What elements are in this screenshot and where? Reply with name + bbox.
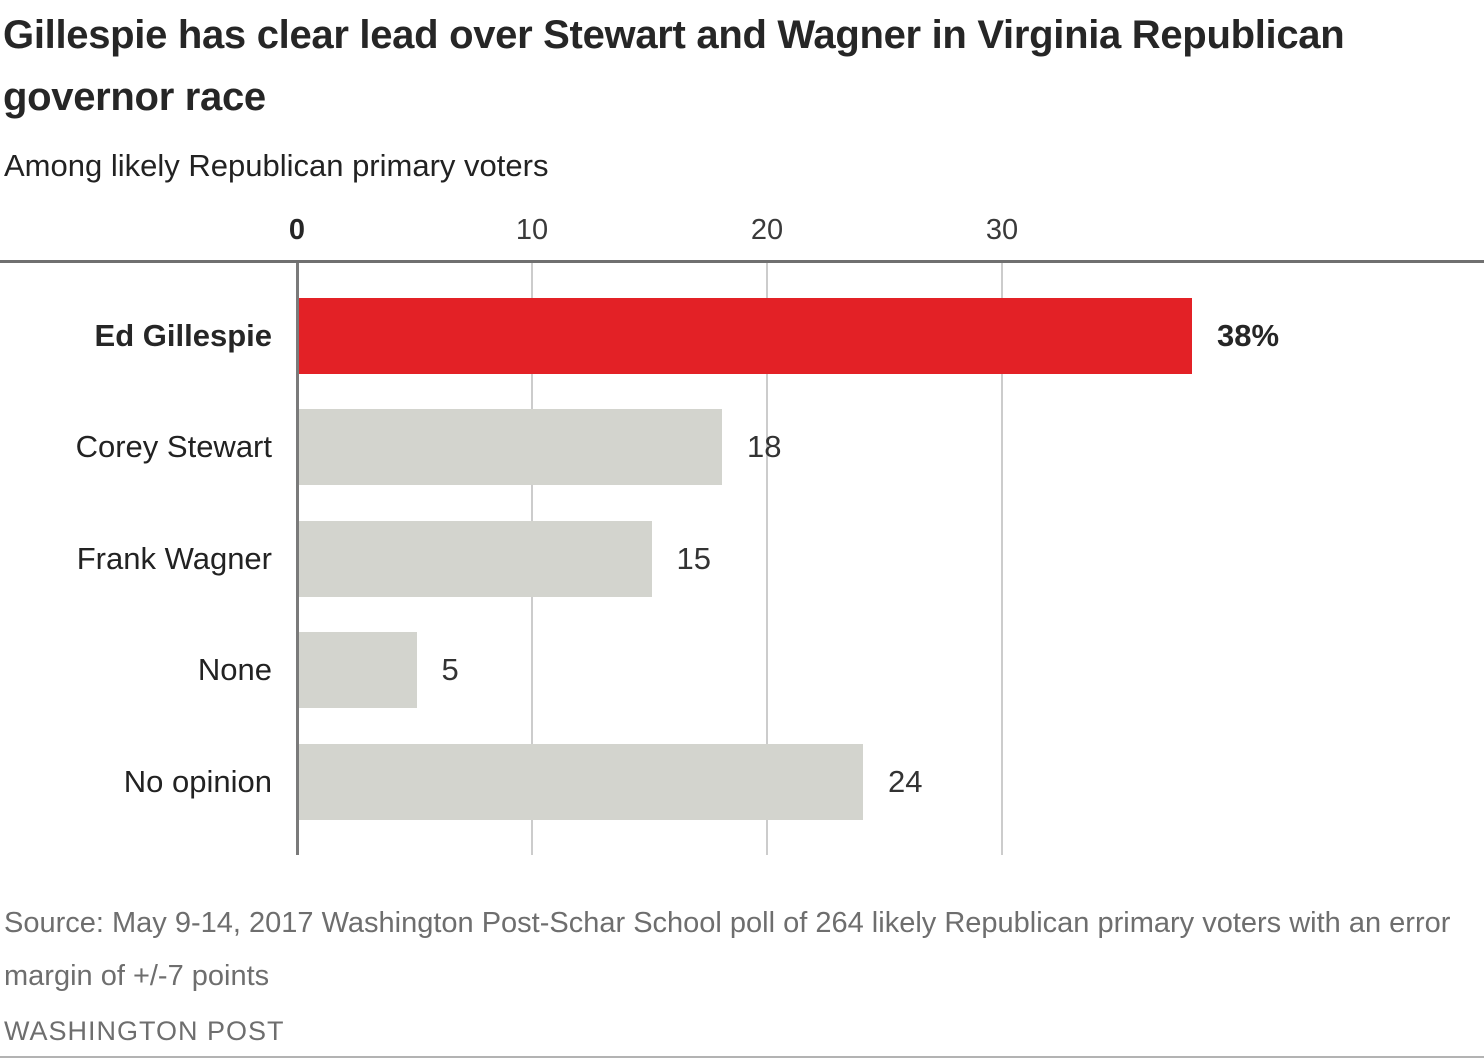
value-label: 18 (747, 429, 782, 465)
category-label: None (197, 652, 272, 688)
x-axis-tick-labels: 0 10 20 30 (0, 214, 1484, 252)
gridline-30 (1001, 263, 1003, 855)
category-label: Corey Stewart (75, 429, 272, 465)
bar-row: Corey Stewart 18 (0, 392, 1484, 504)
bar-row: Ed Gillespie 38% (0, 280, 1484, 392)
publisher-credit: WASHINGTON POST (4, 1016, 285, 1046)
bar-rows: Ed Gillespie 38% Corey Stewart 18 Frank … (0, 263, 1484, 855)
zero-axis-line (296, 263, 299, 855)
bar-row: None 5 (0, 615, 1484, 727)
value-label: 24 (888, 763, 923, 799)
plot-area: Ed Gillespie 38% Corey Stewart 18 Frank … (0, 263, 1484, 855)
chart-subtitle: Among likely Republican primary voters (4, 148, 549, 183)
bar (299, 743, 863, 820)
value-label: 15 (676, 540, 711, 576)
axis-top-rule (0, 260, 1484, 263)
x-axis-tick-20: 20 (750, 214, 784, 246)
bar (299, 632, 417, 709)
x-axis-tick-10: 10 (515, 214, 549, 246)
value-label: 5 (441, 652, 459, 688)
bar-row: No opinion 24 (0, 726, 1484, 838)
category-label: Frank Wagner (76, 540, 272, 576)
gridline-20 (766, 263, 768, 855)
x-axis-tick-0: 0 (288, 214, 306, 246)
category-label: Ed Gillespie (94, 317, 272, 353)
bar-row: Frank Wagner 15 (0, 503, 1484, 615)
chart-title: Gillespie has clear lead over Stewart an… (3, 13, 1345, 119)
bar (299, 409, 722, 486)
bottom-divider (0, 1056, 1484, 1058)
category-label: No opinion (123, 763, 272, 799)
bar (299, 297, 1192, 374)
bar (299, 520, 652, 597)
source-note: Source: May 9-14, 2017 Washington Post-S… (4, 907, 1451, 992)
value-label: 38% (1217, 317, 1280, 353)
x-axis-tick-30: 30 (985, 214, 1019, 246)
